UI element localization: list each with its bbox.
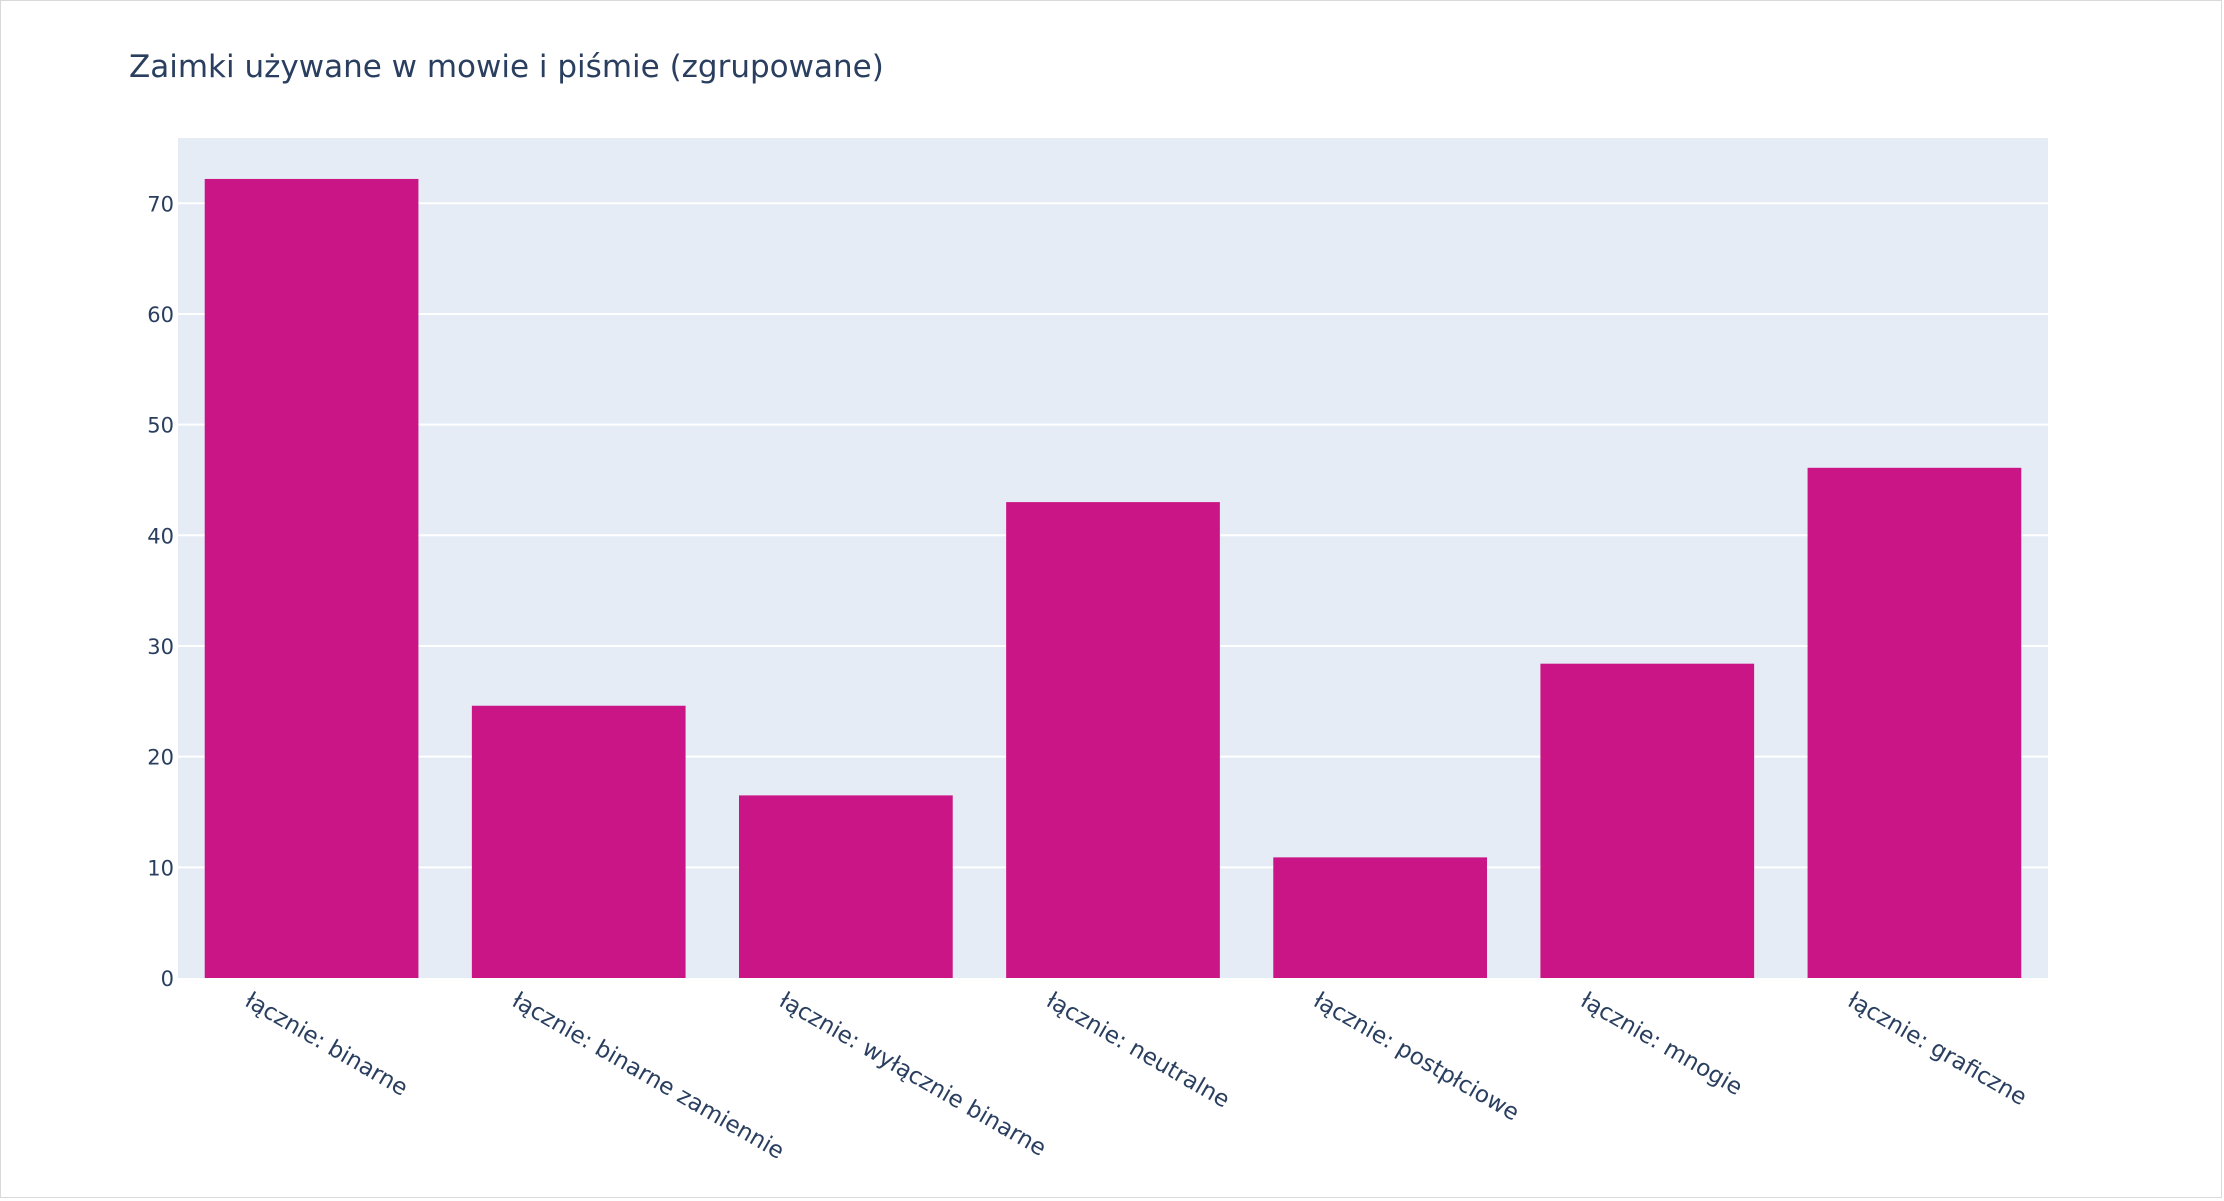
bar [471, 705, 686, 978]
y-tick-label: 50 [147, 414, 174, 438]
x-tick-label: łącznie: graficzne [1843, 988, 2031, 1111]
bar-series [204, 178, 2022, 979]
bar [1540, 663, 1755, 978]
bar [1807, 467, 2022, 978]
y-tick-label: 0 [161, 967, 174, 991]
x-tick-label: łącznie: postpłciowe [1309, 988, 1523, 1127]
y-tick-label: 20 [147, 746, 174, 770]
y-tick-label: 40 [147, 524, 174, 548]
x-tick-label: łącznie: binarne [241, 988, 412, 1102]
x-tick-label: łącznie: mnogie [1576, 988, 1746, 1101]
y-tick-label: 60 [147, 303, 174, 327]
bar [1273, 857, 1487, 978]
y-tick-label: 70 [147, 192, 174, 216]
x-tick-label: łącznie: wyłącznie binarne [775, 988, 1051, 1162]
y-tick-label: 10 [147, 856, 174, 880]
chart-title: Zaimki używane w mowie i piśmie (zgrupow… [129, 49, 884, 85]
y-tick-label: 30 [147, 635, 174, 659]
x-tick-label: łącznie: binarne zamiennie [508, 988, 789, 1165]
bar [1006, 502, 1220, 978]
x-tick-label: łącznie: neutralne [1042, 988, 1234, 1114]
bar [739, 795, 953, 978]
y-axis: 0 10 20 30 40 50 60 70 [147, 192, 174, 991]
x-axis: łącznie: binarne łącznie: binarne zamienn… [241, 988, 2031, 1165]
bar [204, 178, 419, 979]
